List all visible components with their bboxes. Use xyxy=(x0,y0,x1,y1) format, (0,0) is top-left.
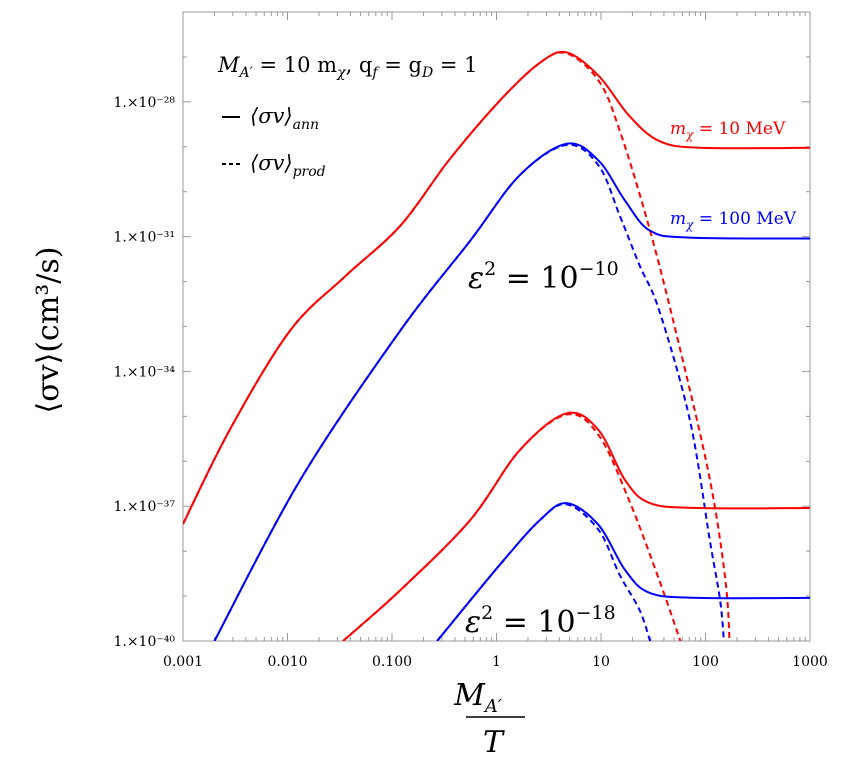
x-tick-label: 0.010 xyxy=(267,654,307,670)
x-axis-label: MA′ T xyxy=(453,678,525,760)
x-tick-label: 1 xyxy=(492,654,501,670)
series-line-prod-7 xyxy=(436,503,652,641)
series-line-prod-1 xyxy=(183,51,731,641)
legend-entry-prod: ⟨σv⟩prod xyxy=(222,151,326,180)
x-tick-label: 10 xyxy=(592,654,610,670)
annotation-eps-1e-10: ε2 = 10−10 xyxy=(468,258,619,296)
series-line-prod-3 xyxy=(213,143,725,641)
x-tick-label: 1000 xyxy=(792,654,828,670)
annotation-eps-1e-18: ε2 = 10−18 xyxy=(465,602,616,640)
legend-entry-ann: ⟨σv⟩ann xyxy=(222,104,319,133)
series-line-prod-5 xyxy=(342,413,682,641)
y-tick-label: 1.×10⁻³⁴ xyxy=(113,364,175,380)
svg-text:MA′: MA′ xyxy=(453,678,502,717)
series-line-ann-6 xyxy=(436,502,810,641)
annotation-m10: mχ = 10 MeV xyxy=(670,119,786,142)
y-tick-label: 1.×10⁻²⁸ xyxy=(113,95,175,111)
x-tick-label: 100 xyxy=(692,654,719,670)
legend-title: MA′ = 10 mχ, qf = gD = 1 xyxy=(217,53,477,81)
series-line-ann-4 xyxy=(342,411,810,641)
svg-text:T: T xyxy=(483,725,505,760)
svg-text:⟨σv⟩ann: ⟨σv⟩ann xyxy=(250,104,319,133)
x-tick-label: 0.001 xyxy=(163,654,203,670)
y-axis-label: ⟨σv⟩(cm³/s) xyxy=(31,246,66,413)
y-tick-label: 1.×10⁻³¹ xyxy=(113,230,175,246)
annotation-m100: mχ = 100 MeV xyxy=(670,209,797,232)
svg-text:⟨σv⟩prod: ⟨σv⟩prod xyxy=(250,151,326,180)
x-tick-label: 0.100 xyxy=(372,654,412,670)
y-tick-label: 1.×10⁻³⁷ xyxy=(113,499,175,515)
y-tick-label: 1.×10⁻⁴⁰ xyxy=(113,634,175,650)
